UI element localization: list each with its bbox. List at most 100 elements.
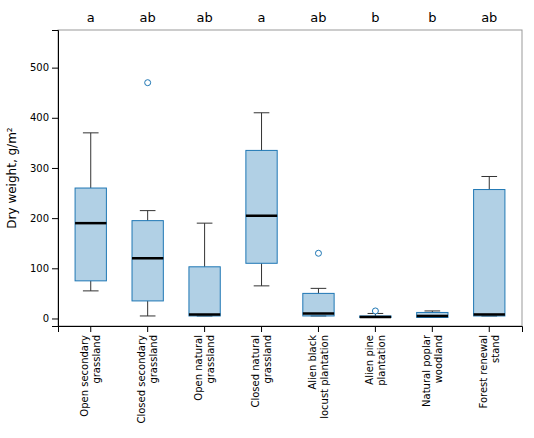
- tick-label: Forest renewalstand: [478, 335, 501, 409]
- tick-mark: [52, 68, 58, 69]
- axis-line: [52, 31, 59, 327]
- upper-whisker: [204, 223, 205, 267]
- upper-cap: [83, 132, 99, 133]
- tick: Closed naturalgrassland: [250, 326, 273, 408]
- tick-label: Natural poplarwoodland: [421, 334, 444, 407]
- lower-whisker: [90, 281, 91, 291]
- boxes: [75, 80, 505, 318]
- tick-mark: [52, 318, 58, 319]
- tick-label: Open secondarygrassland: [79, 335, 102, 417]
- annotation: b: [428, 10, 436, 25]
- tick-label: Closed naturalgrassland: [250, 335, 273, 408]
- annotation: ab: [140, 10, 156, 25]
- tick-label-line: woodland: [433, 335, 444, 383]
- tick-mark: [432, 326, 433, 332]
- upper-cap: [425, 310, 441, 311]
- lower-whisker: [261, 263, 262, 286]
- upper-whisker: [318, 288, 319, 293]
- box-group: [246, 113, 277, 286]
- tick-label: 300: [30, 163, 49, 174]
- tick-label: Alien pineplantation: [364, 335, 387, 386]
- upper-cap: [481, 176, 497, 177]
- annotation: b: [371, 10, 379, 25]
- tick-mark: [489, 326, 490, 332]
- box-group: [303, 250, 334, 316]
- upper-whisker: [147, 211, 148, 221]
- tick-label: 200: [30, 213, 49, 224]
- tick: 400: [30, 112, 58, 123]
- box: [132, 221, 163, 301]
- box-group: [75, 133, 106, 291]
- tick: 100: [30, 263, 58, 274]
- flier: [315, 250, 321, 256]
- chart: 0100200300400500Open secondarygrasslandC…: [0, 0, 534, 438]
- tick: Closed secondarygrassland: [136, 326, 159, 424]
- lower-whisker: [147, 301, 148, 316]
- tick-label-line: Alien pine: [364, 335, 375, 385]
- tick: 200: [30, 213, 58, 224]
- upper-whisker: [489, 176, 490, 189]
- lower-cap: [254, 285, 270, 286]
- tick: 500: [30, 62, 58, 73]
- plot: 0100200300400500Open secondarygrasslandC…: [30, 10, 523, 424]
- tick-label-line: grassland: [205, 335, 216, 384]
- y-axis: 0100200300400500: [30, 31, 59, 327]
- upper-whisker: [261, 113, 262, 151]
- lower-cap: [140, 315, 156, 316]
- median: [360, 316, 391, 319]
- tick-mark: [90, 326, 91, 332]
- flier: [145, 80, 151, 86]
- annotation: a: [87, 10, 95, 25]
- axis-line: [59, 327, 523, 333]
- tick-label: Open naturalgrassland: [193, 335, 216, 401]
- annotation: a: [258, 10, 266, 25]
- plot-frame: [58, 30, 522, 326]
- tick-mark: [52, 268, 58, 269]
- tick-label-line: grassland: [91, 335, 102, 384]
- median: [132, 257, 163, 260]
- tick-label: 400: [30, 112, 49, 123]
- x-axis: Open secondarygrasslandClosed secondaryg…: [59, 326, 523, 424]
- tick: Open secondarygrassland: [79, 326, 102, 417]
- median: [474, 313, 505, 316]
- tick-mark: [52, 168, 58, 169]
- tick-label-line: stand: [490, 335, 501, 363]
- tick-label: Closed secondarygrassland: [136, 335, 159, 424]
- tick-mark: [52, 218, 58, 219]
- box-group: [132, 80, 163, 316]
- tick-label-line: Open secondary: [79, 335, 90, 417]
- tick-mark: [52, 118, 58, 119]
- upper-cap: [311, 288, 327, 289]
- annotation: ab: [481, 10, 497, 25]
- tick-label-line: grassland: [148, 335, 159, 384]
- box-group: [360, 308, 391, 318]
- tick: Alien pineplantation: [364, 326, 387, 386]
- median: [189, 313, 220, 316]
- tick-label-line: locust plantation: [319, 335, 330, 419]
- box: [360, 316, 391, 318]
- upper-cap: [140, 210, 156, 211]
- tick: 300: [30, 163, 58, 174]
- tick-label-line: Open natural: [193, 335, 204, 401]
- tick-mark: [375, 326, 376, 332]
- tick-label-line: plantation: [376, 335, 387, 386]
- lower-cap: [83, 290, 99, 291]
- tick-mark: [318, 326, 319, 332]
- box-group: [474, 176, 505, 315]
- median: [75, 222, 106, 225]
- tick-label-line: Forest renewal: [478, 335, 489, 409]
- tick-mark: [261, 326, 262, 332]
- upper-whisker: [90, 133, 91, 188]
- tick-label-line: Natural poplar: [421, 334, 432, 407]
- box: [189, 267, 220, 316]
- median: [417, 315, 448, 318]
- tick: Open naturalgrassland: [193, 326, 216, 401]
- flier: [372, 308, 378, 314]
- annotation: ab: [196, 10, 212, 25]
- median: [303, 312, 334, 315]
- tick: Forest renewalstand: [478, 326, 501, 409]
- tick-mark: [147, 326, 148, 332]
- box: [303, 293, 334, 316]
- box: [75, 188, 106, 281]
- tick-label-line: Alien black: [307, 335, 318, 390]
